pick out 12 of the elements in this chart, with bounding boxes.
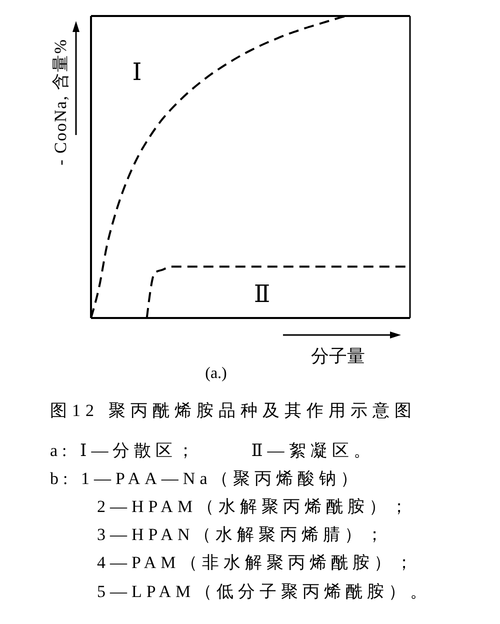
x-axis-title: 分子量 bbox=[311, 346, 365, 366]
y-axis-title: - CooNa, 含量% bbox=[51, 38, 70, 166]
text: (a.) bbox=[205, 365, 227, 382]
text: a: Ⅰ—分散区； Ⅱ—絮凝区。 bbox=[50, 441, 375, 461]
text: 5—LPAM（低分子聚丙烯酰胺）。 bbox=[97, 582, 432, 602]
text: 图12 聚丙酰烯胺品种及其作用示意图 bbox=[50, 401, 416, 421]
text: 2—HPAM（水解聚丙烯酰胺）； bbox=[97, 497, 412, 517]
text: b: 1—PAA—Na（聚丙烯酸钠） bbox=[50, 469, 362, 489]
annotation: Ⅰ bbox=[132, 60, 142, 86]
text: 4—PAM（非水解聚丙烯酰胺）； bbox=[97, 553, 417, 573]
annotation: Ⅱ bbox=[254, 282, 270, 308]
text: 3—HPAN（水解聚丙烯腈）； bbox=[97, 525, 388, 545]
